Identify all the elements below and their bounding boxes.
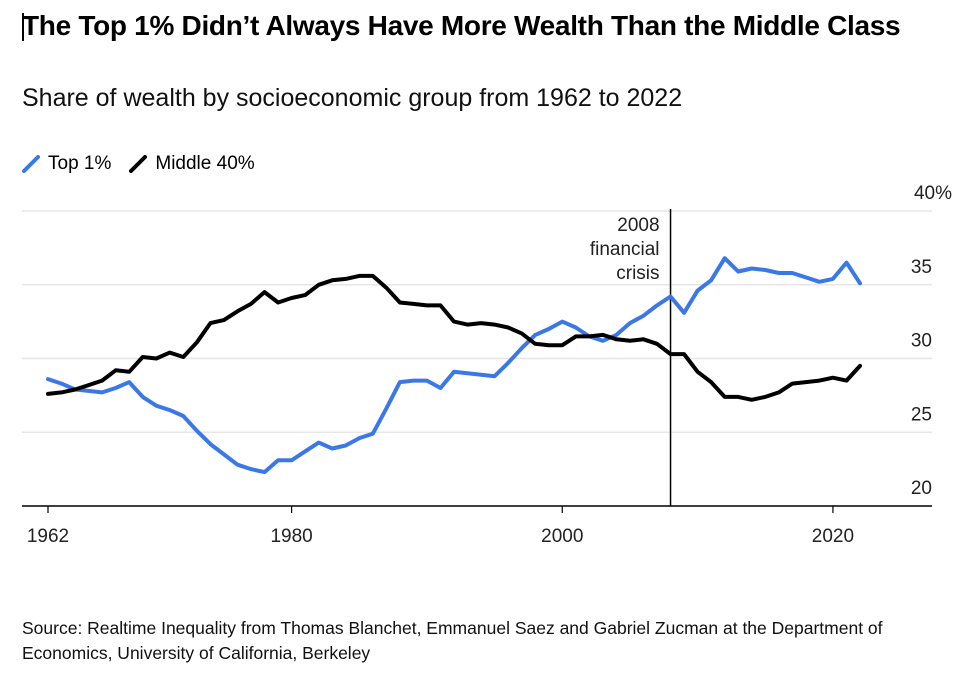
source-note: Source: Realtime Inequality from Thomas … (22, 618, 883, 663)
legend-label-middle40: Middle 40% (155, 153, 255, 174)
x-tick-label: 2000 (541, 526, 583, 547)
annotation-label: crisis (616, 263, 659, 284)
title-accent-bar (22, 13, 24, 41)
legend-swatch-middle40 (129, 155, 148, 173)
annotation-label: financial (590, 239, 660, 260)
series-line-middle40 (46, 273, 862, 402)
y-tick-label: 25 (911, 404, 932, 425)
annotation-label: 2008 (617, 215, 659, 236)
chart-subtitle: Share of wealth by socioeconomic group f… (22, 84, 683, 112)
legend-item-middle40: Middle 40% (129, 153, 255, 175)
legend-item-top1: Top 1% (22, 153, 111, 175)
y-tick-label: 40% (914, 183, 952, 204)
legend-swatch-top1 (22, 155, 40, 173)
x-tick-label: 1962 (27, 526, 69, 547)
y-tick-label: 20 (911, 478, 932, 499)
y-tick-label: 30 (911, 331, 932, 352)
legend-label-top1: Top 1% (48, 153, 112, 174)
x-tick-label: 2020 (812, 526, 854, 547)
chart-title: The Top 1% Didn’t Always Have More Wealt… (22, 10, 901, 41)
legend-line-middle40 (129, 155, 148, 173)
legend: Top 1% Middle 40% (22, 150, 273, 178)
line-chart: 20 25 30 35 40% 1962 1980 2000 2020 2008 financial… (22, 183, 952, 547)
y-tick-label: 35 (911, 257, 932, 278)
x-tick-label: 1980 (270, 526, 312, 547)
series-line-top1 (46, 256, 862, 475)
legend-line-top1 (22, 155, 40, 173)
